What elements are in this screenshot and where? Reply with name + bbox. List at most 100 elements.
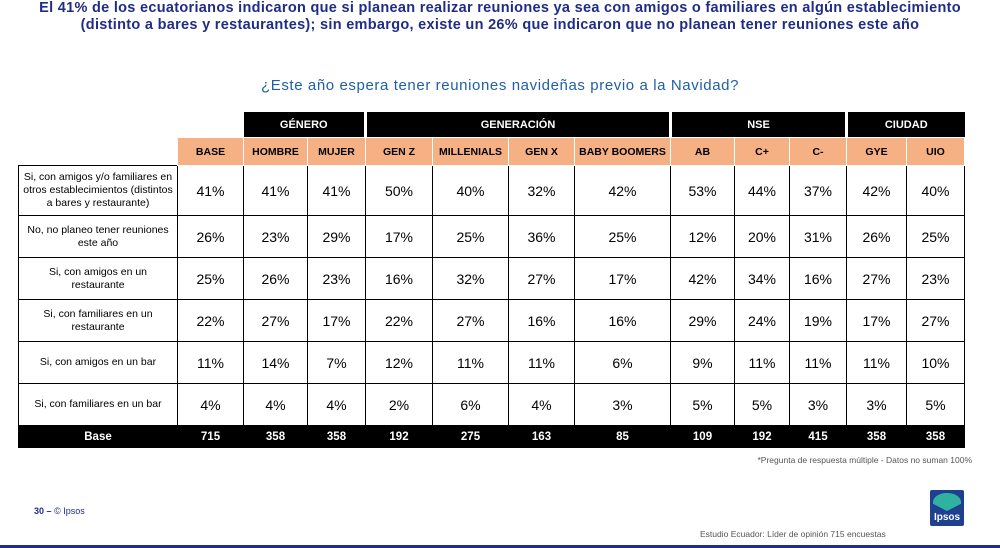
table-row: Si, con amigos en un restaurante 25% 26% 23… — [18, 257, 965, 300]
footnote: *Pregunta de respuesta múltiple - Datos … — [757, 455, 972, 465]
base-value: 358 — [906, 425, 965, 448]
base-label: Base — [18, 425, 178, 448]
row-value: 11% — [508, 341, 575, 384]
row-value: 29% — [307, 215, 366, 258]
group-header-row: GÉNERO GENERACIÓN NSE CIUDAD — [18, 112, 965, 138]
row-label: Si, con amigos y/o familiares en otros e… — [18, 165, 178, 216]
row-value: 16% — [789, 257, 847, 300]
base-value: 358 — [243, 425, 308, 448]
base-value: 163 — [508, 425, 575, 448]
row-value: 42% — [574, 165, 671, 216]
row-value: 40% — [906, 165, 965, 216]
table-row: Si, con amigos en un bar 11% 14% 7% 12% 11% 11… — [18, 341, 965, 384]
row-value: 5% — [906, 383, 965, 426]
logo-text: Ipsos — [933, 512, 961, 523]
row-value: 4% — [177, 383, 244, 426]
row-value: 3% — [574, 383, 671, 426]
row-value: 27% — [432, 299, 509, 342]
row-value: 44% — [734, 165, 790, 216]
col-header: AB — [670, 137, 735, 166]
row-value: 40% — [432, 165, 509, 216]
row-value: 5% — [734, 383, 790, 426]
headline: El 41% de los ecuatorianos indicaron que… — [39, 0, 961, 33]
row-label: Si, con amigos en un bar — [18, 341, 178, 384]
row-value: 12% — [670, 215, 735, 258]
row-value: 37% — [789, 165, 847, 216]
row-value: 4% — [307, 383, 366, 426]
row-value: 31% — [789, 215, 847, 258]
row-value: 22% — [365, 299, 433, 342]
row-value: 27% — [846, 257, 907, 300]
col-header: MUJER — [307, 137, 366, 166]
page-num: 30 — [34, 506, 45, 516]
row-value: 50% — [365, 165, 433, 216]
row-value: 24% — [734, 299, 790, 342]
base-value: 275 — [432, 425, 509, 448]
row-value: 32% — [508, 165, 575, 216]
row-value: 9% — [670, 341, 735, 384]
row-value: 36% — [508, 215, 575, 258]
row-value: 29% — [670, 299, 735, 342]
row-value: 11% — [177, 341, 244, 384]
col-header: GEN X — [508, 137, 575, 166]
row-value: 25% — [432, 215, 509, 258]
study-footer: Estudio Ecuador: Líder de opinión 715 en… — [700, 529, 886, 539]
col-header: BASE — [177, 137, 244, 166]
row-value: 6% — [574, 341, 671, 384]
group-genero: GÉNERO — [243, 112, 366, 138]
row-value: 25% — [177, 257, 244, 300]
question-title: ¿Este año espera tener reuniones navideñ… — [260, 77, 740, 94]
col-header: MILLENIALS — [432, 137, 509, 166]
row-value: 7% — [307, 341, 366, 384]
results-table: GÉNERO GENERACIÓN NSE CIUDAD BASE HOMBRE… — [18, 112, 965, 448]
row-value: 27% — [243, 299, 308, 342]
row-value: 41% — [243, 165, 308, 216]
row-value: 23% — [307, 257, 366, 300]
col-header: GEN Z — [365, 137, 433, 166]
column-header-row: BASE HOMBRE MUJER GEN Z MILLENIALS GEN X… — [19, 137, 965, 166]
group-generacion: GENERACIÓN — [364, 112, 671, 138]
row-value: 23% — [243, 215, 308, 258]
row-value: 42% — [846, 165, 907, 216]
col-header: C- — [789, 137, 847, 166]
row-value: 3% — [846, 383, 907, 426]
row-label: Si, con familiares en un restaurante — [18, 299, 178, 342]
base-value: 85 — [574, 425, 671, 448]
row-value: 16% — [508, 299, 575, 342]
row-label: Si, con amigos en un restaurante — [18, 257, 178, 300]
bottom-rule — [0, 545, 1000, 548]
row-value: 11% — [846, 341, 907, 384]
row-value: 26% — [243, 257, 308, 300]
row-value: 17% — [365, 215, 433, 258]
row-value: 6% — [432, 383, 509, 426]
group-nse: NSE — [669, 112, 847, 138]
data-rows: Si, con amigos y/o familiares en otros e… — [18, 165, 965, 426]
row-value: 11% — [734, 341, 790, 384]
row-label: No, no planeo tener reuniones este año — [18, 215, 178, 258]
row-value: 41% — [177, 165, 244, 216]
row-value: 16% — [365, 257, 433, 300]
base-value: 109 — [670, 425, 735, 448]
row-value: 20% — [734, 215, 790, 258]
row-value: 11% — [432, 341, 509, 384]
page-dash: – — [46, 506, 52, 516]
row-value: 34% — [734, 257, 790, 300]
row-value: 25% — [906, 215, 965, 258]
row-value: 14% — [243, 341, 308, 384]
col-header: UIO — [906, 137, 965, 166]
base-value: 715 — [177, 425, 244, 448]
table-row: Si, con familiares en un bar 4% 4% 4% 2% 6% 4%… — [18, 383, 965, 426]
row-value: 25% — [574, 215, 671, 258]
row-value: 16% — [574, 299, 671, 342]
table-row: No, no planeo tener reuniones este año 26… — [18, 215, 965, 258]
row-value: 26% — [846, 215, 907, 258]
row-value: 26% — [177, 215, 244, 258]
col-header: GYE — [846, 137, 907, 166]
row-value: 4% — [508, 383, 575, 426]
row-value: 11% — [789, 341, 847, 384]
base-value: 192 — [365, 425, 433, 448]
col-header: C+ — [734, 137, 790, 166]
col-header: BABY BOOMERS — [574, 137, 671, 166]
row-value: 3% — [789, 383, 847, 426]
logo-mark-icon — [933, 493, 961, 511]
